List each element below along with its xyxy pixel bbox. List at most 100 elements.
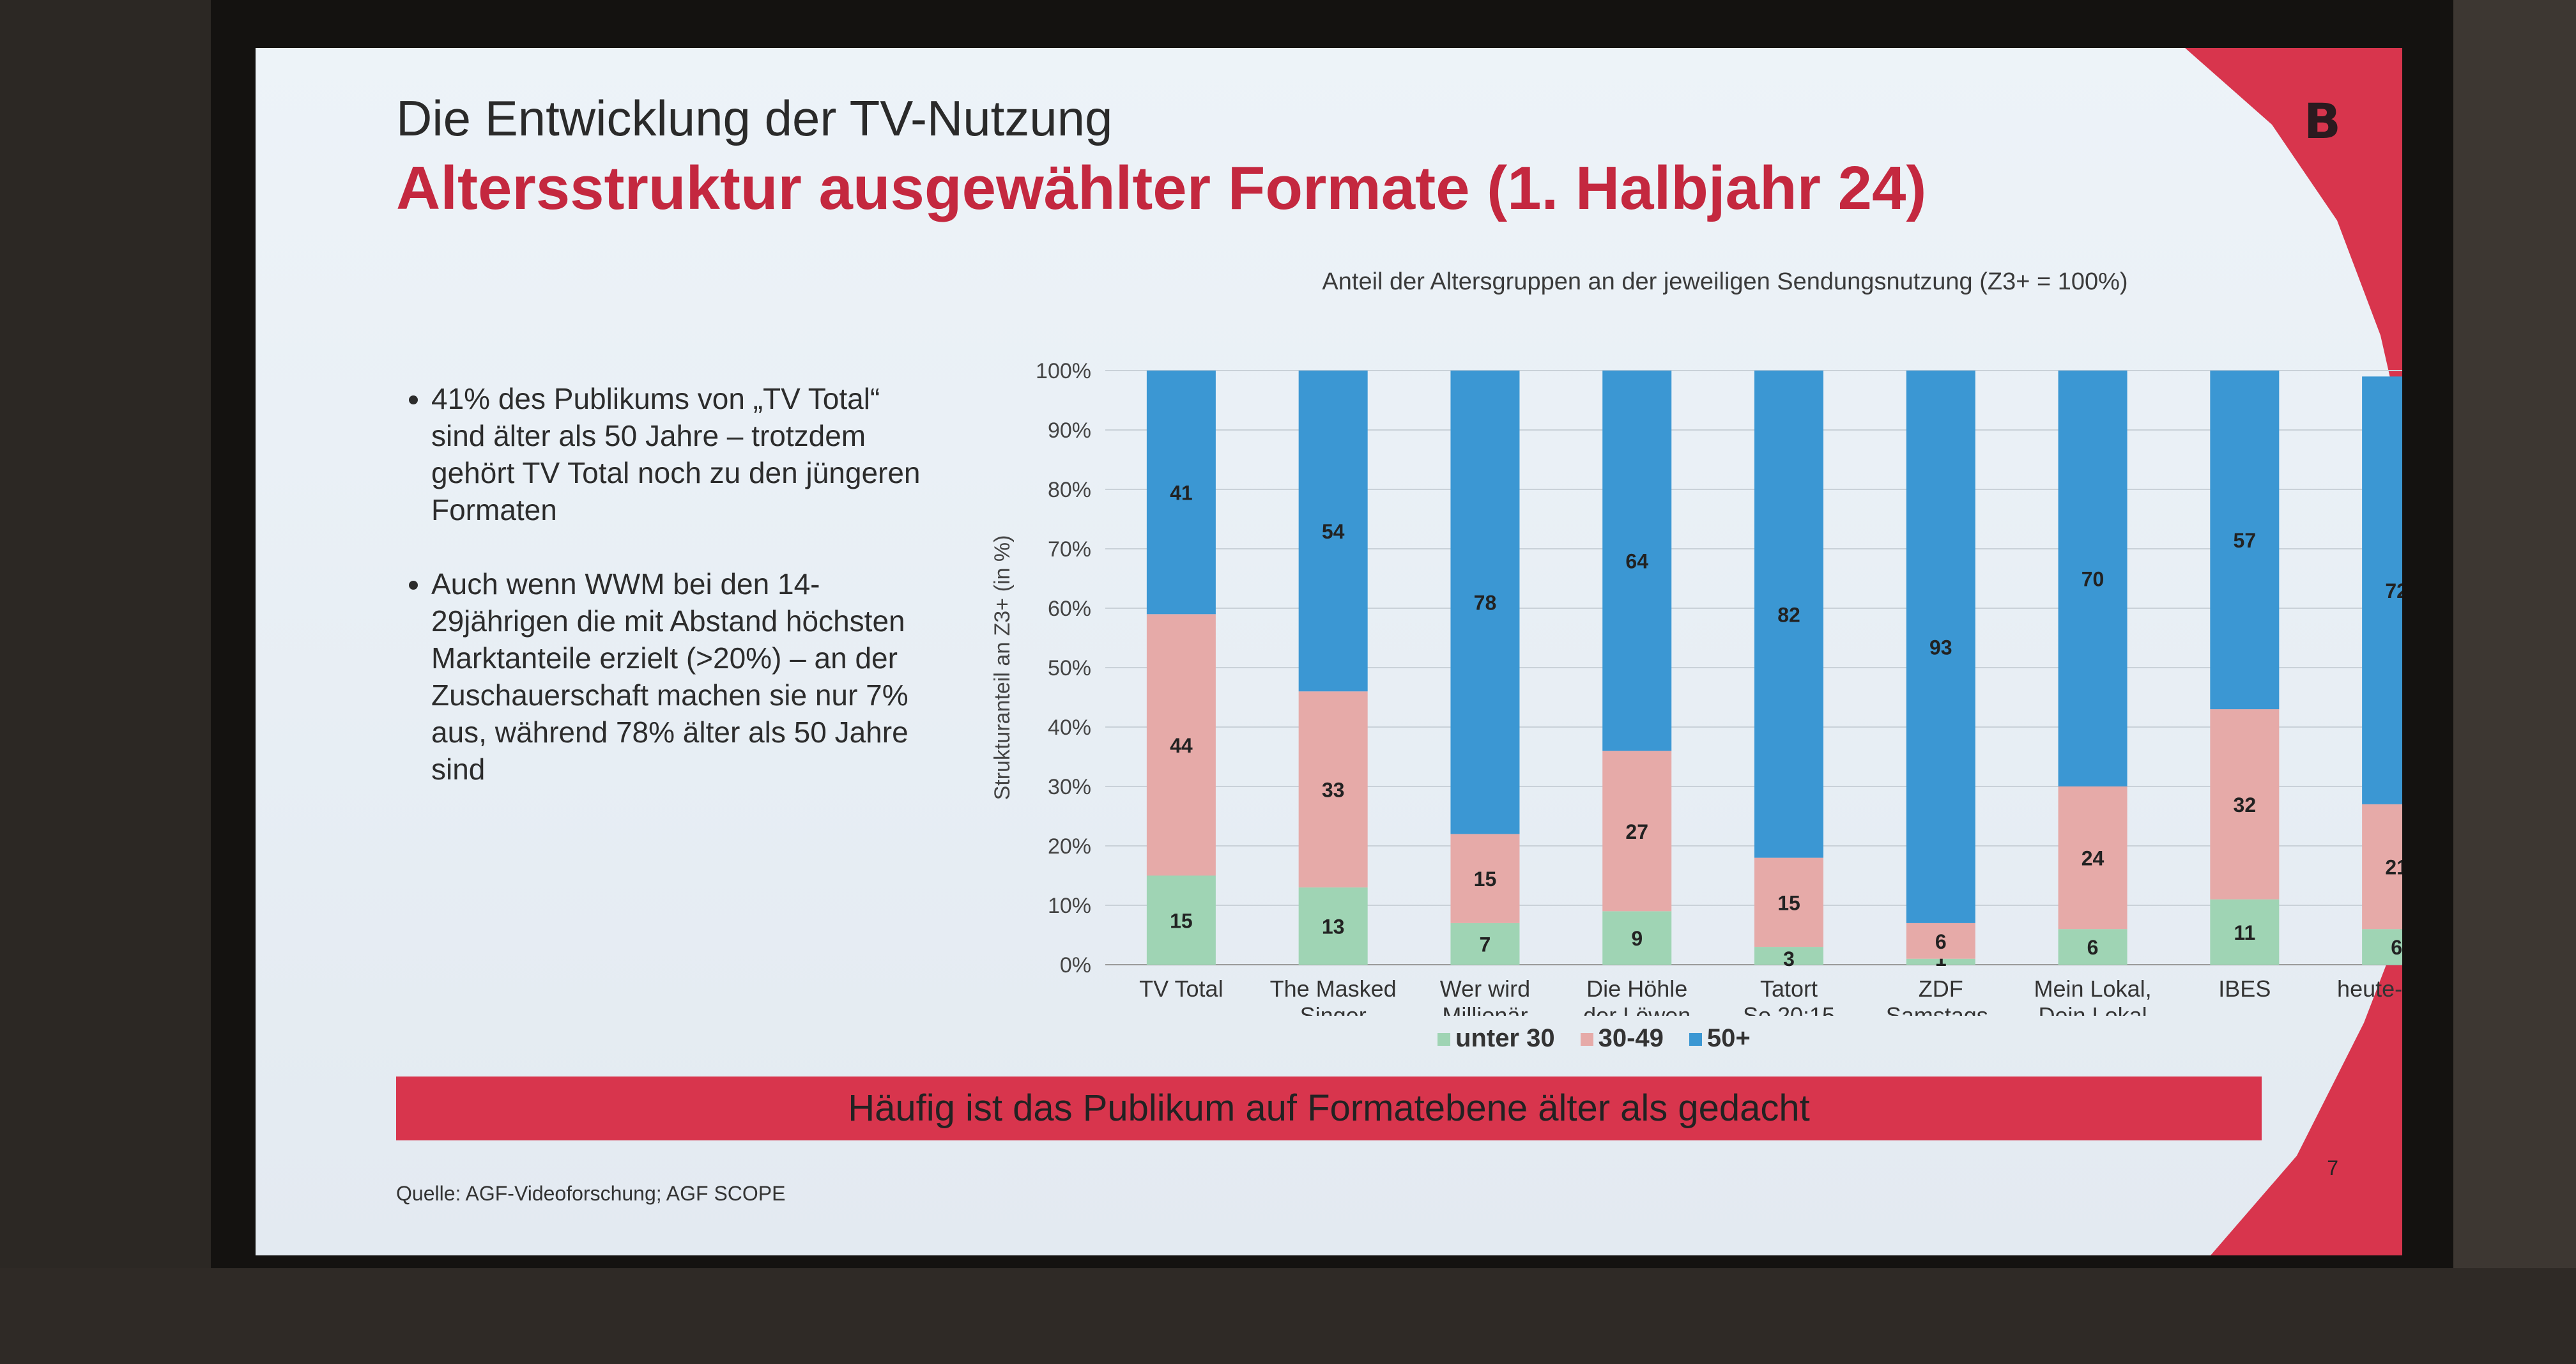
bar-segment — [2210, 371, 2280, 710]
data-label: 15 — [1170, 909, 1193, 932]
bar-segment — [1146, 371, 1216, 615]
legend-label: unter 30 — [1455, 1024, 1555, 1052]
bar-segment — [1906, 958, 1975, 965]
bar-segment — [1450, 834, 1520, 923]
x-tick-label: heute-show — [2337, 976, 2402, 1002]
brand-logo-icon: B — [2304, 93, 2341, 149]
bullet-list: 41% des Publikums von „TV Total“ sind äl… — [387, 380, 930, 825]
data-label: 7 — [1480, 933, 1491, 956]
bullet-item: Auch wenn WWM bei den 14-29jährigen die … — [431, 565, 930, 788]
y-tick-label: 10% — [1048, 894, 1091, 918]
wall-left — [0, 0, 211, 1364]
x-tick-label: der Löwen — [1583, 1002, 1690, 1016]
legend-label: 30-49 — [1598, 1024, 1664, 1052]
bar-segment — [1906, 371, 1975, 923]
bar-segment — [1754, 371, 1823, 858]
data-label: 72 — [2385, 579, 2402, 602]
data-label: 41 — [1170, 482, 1193, 505]
bar-segment — [1602, 371, 1672, 751]
y-tick-label: 80% — [1048, 478, 1091, 502]
bar-segment — [1450, 371, 1520, 834]
y-tick-label: 100% — [1036, 359, 1091, 383]
legend-item: 50+ — [1689, 1024, 1751, 1053]
x-tick-label: ZDF — [1919, 976, 1963, 1002]
data-label: 54 — [1322, 520, 1345, 543]
x-tick-label: The Masked — [1270, 976, 1397, 1002]
data-label: 9 — [1631, 927, 1643, 950]
x-tick-label: Mein Lokal, — [2034, 976, 2152, 1002]
x-tick-label: So 20:15 — [1743, 1002, 1835, 1016]
bullet-item: 41% des Publikums von „TV Total“ sind äl… — [431, 380, 930, 528]
bar-segment — [1450, 923, 1520, 965]
data-label: 6 — [2087, 936, 2099, 959]
x-tick-label: Millionär — [1442, 1002, 1528, 1016]
data-label: 82 — [1777, 603, 1800, 626]
x-tick-label: Wer wird — [1440, 976, 1530, 1002]
bar-segment — [2210, 899, 2280, 965]
bar-segment — [1298, 887, 1368, 965]
data-label: 32 — [2234, 793, 2257, 816]
y-tick-label: 0% — [1060, 953, 1091, 977]
data-label: 13 — [1322, 916, 1345, 939]
y-tick-label: 70% — [1048, 537, 1091, 562]
x-tick-label: Dein Lokal — [2039, 1002, 2147, 1016]
data-label: 64 — [1625, 550, 1648, 573]
bar-segment — [2058, 929, 2128, 965]
data-label: 15 — [1474, 868, 1497, 891]
source-note: Quelle: AGF-Videoforschung; AGF SCOPE — [396, 1182, 786, 1205]
bar-segment — [1298, 691, 1368, 888]
x-tick-label: Singer — [1300, 1002, 1367, 1016]
y-tick-label: 50% — [1048, 656, 1091, 680]
x-tick-label: TV Total — [1139, 976, 1223, 1002]
stacked-bar-chart: 0% 10% 20% 30% 40% 50% 60% 70% 80% 90% 100% Struktu… — [990, 359, 2402, 1016]
bar-segment — [2210, 709, 2280, 900]
y-tick-label: 20% — [1048, 834, 1091, 859]
bar-segment — [1146, 614, 1216, 876]
bar-segment — [1602, 911, 1672, 965]
wall-right — [2448, 0, 2576, 1364]
legend-swatch — [1689, 1033, 1702, 1046]
chart-title: Anteil der Altersgruppen an der jeweilig… — [1322, 268, 2128, 295]
data-label: 3 — [1783, 947, 1795, 970]
data-label: 33 — [1322, 779, 1345, 802]
data-label: 78 — [1474, 592, 1497, 615]
floor — [0, 1268, 2576, 1364]
y-tick-label: 60% — [1048, 597, 1091, 621]
data-label: 15 — [1777, 891, 1800, 914]
data-label: 57 — [2234, 529, 2257, 552]
slide-subtitle: Die Entwicklung der TV-Nutzung — [396, 90, 1113, 146]
data-label: 93 — [1929, 636, 1952, 659]
x-tick-label: Die Höhle — [1586, 976, 1687, 1002]
legend-swatch — [1580, 1033, 1593, 1046]
y-tick-label: 90% — [1048, 418, 1091, 443]
x-tick-label: IBES — [2218, 976, 2271, 1002]
data-label: 11 — [2234, 921, 2255, 944]
legend-swatch — [1438, 1033, 1450, 1046]
bar-segment — [2362, 929, 2402, 965]
data-label: 6 — [1935, 930, 1947, 953]
y-axis-label: Strukturanteil an Z3+ (in %) — [990, 535, 1015, 801]
bar-segment — [1602, 751, 1672, 912]
slide: B Die Entwicklung der TV-Nutzung Alterss… — [256, 48, 2402, 1255]
bar-segment — [1146, 875, 1216, 965]
legend-item: 30-49 — [1580, 1024, 1664, 1053]
data-label: 6 — [2391, 936, 2402, 959]
bar-segment — [2362, 376, 2402, 804]
data-label: 44 — [1170, 734, 1193, 757]
y-tick-label: 30% — [1048, 775, 1091, 799]
bar-segment — [1906, 923, 1975, 959]
data-label: 24 — [2082, 847, 2104, 870]
bar-segment — [2362, 804, 2402, 930]
bar-segment — [1754, 857, 1823, 947]
page-number: 7 — [2327, 1156, 2338, 1179]
legend-label: 50+ — [1706, 1024, 1751, 1052]
bar-segment — [2058, 371, 2128, 786]
bar-segment — [1754, 947, 1823, 965]
x-tick-label: Samstags- — [1886, 1002, 1996, 1016]
y-tick-label: 40% — [1048, 716, 1091, 740]
bar-segment — [2058, 786, 2128, 930]
data-label: 21 — [2385, 856, 2402, 879]
key-message-banner: Häufig ist das Publikum auf Formatebene … — [396, 1077, 2262, 1140]
legend-item: unter 30 — [1438, 1024, 1555, 1053]
bar-segment — [1298, 371, 1368, 692]
